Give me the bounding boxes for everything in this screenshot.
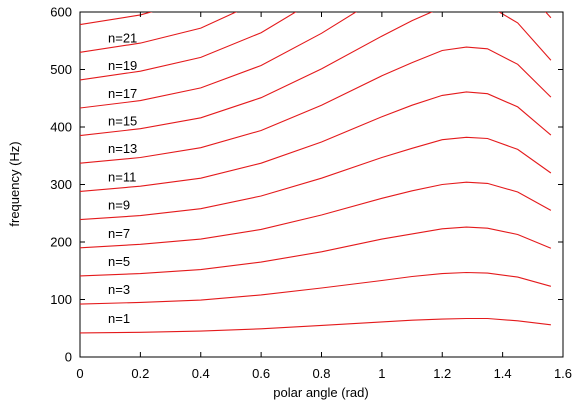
line-label: n=7 [108, 226, 130, 241]
x-tick-label: 1.6 [554, 366, 572, 381]
line [80, 181, 552, 249]
line-label: n=13 [108, 141, 137, 156]
line-label: n=11 [108, 169, 136, 184]
line-label: n=9 [108, 198, 130, 213]
line [80, 271, 552, 305]
y-tick-label: 0 [65, 350, 72, 365]
y-axis-label: frequency (Hz) [7, 141, 22, 226]
line [80, 12, 297, 81]
plot-area [80, 12, 552, 334]
line-label: n=17 [108, 86, 137, 101]
x-tick-label: 0.2 [131, 366, 149, 381]
y-tick-label: 200 [50, 235, 72, 250]
line-label: n=19 [108, 58, 137, 73]
x-tick-label: 1 [378, 366, 385, 381]
y-tick-label: 300 [50, 177, 72, 192]
y-tick-label: 500 [50, 62, 72, 77]
line [80, 226, 552, 277]
line [80, 12, 552, 109]
line [80, 12, 238, 53]
line-label: n=1 [108, 311, 130, 326]
line [80, 12, 552, 137]
line [80, 46, 552, 164]
line-label: n=3 [108, 282, 130, 297]
x-axis-label: polar angle (rad) [273, 385, 368, 400]
x-tick-label: 1.2 [433, 366, 451, 381]
x-tick-label: 0.8 [312, 366, 330, 381]
line [80, 136, 552, 221]
y-tick-label: 400 [50, 120, 72, 135]
x-tick-label: 0.4 [192, 366, 210, 381]
line-label: n=21 [108, 30, 137, 45]
line [80, 91, 552, 192]
x-tick-label: 0.6 [252, 366, 270, 381]
y-tick-label: 100 [50, 292, 72, 307]
line-label: n=15 [108, 114, 137, 129]
x-tick-label: 0 [76, 366, 83, 381]
line-label: n=5 [108, 254, 130, 269]
y-tick-label: 600 [50, 5, 72, 20]
x-tick-label: 1.4 [494, 366, 512, 381]
line [80, 317, 551, 334]
